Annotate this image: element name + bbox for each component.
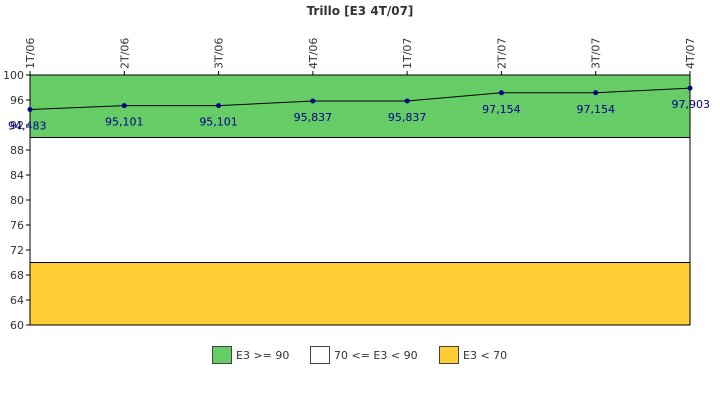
legend-label-mid: 70 <= E3 < 90 [334,348,418,362]
data-label-4: 95,837 [388,111,427,124]
x-tick-label-6: 3T/07 [590,38,603,69]
y-tick-label-84: 84 [10,169,24,182]
legend-item-high: E3 >= 90 [212,344,289,366]
x-tick-label-7: 4T/07 [684,38,697,69]
y-tick-label-76: 76 [10,219,24,232]
data-label-2: 95,101 [199,116,238,129]
y-tick-label-88: 88 [10,144,24,157]
legend-swatch-high [212,346,232,364]
legend-swatch-mid [310,346,330,364]
data-label-0: 94,483 [8,119,47,132]
x-tick-label-4: 1T/07 [401,38,414,69]
x-tick-label-3: 4T/06 [307,38,320,69]
data-label-6: 97,154 [576,103,615,116]
data-point-4 [404,98,410,104]
legend: E3 >= 90 70 <= E3 < 90 E3 < 70 [0,344,720,368]
y-tick-label-100: 100 [3,69,24,82]
legend-label-low: E3 < 70 [463,348,508,362]
legend-item-mid: 70 <= E3 < 90 [310,344,418,366]
data-point-5 [498,90,504,96]
y-tick-label-96: 96 [10,94,24,107]
x-tick-label-0: 1T/06 [24,38,37,69]
x-tick-label-2: 3T/06 [213,38,226,69]
data-point-0 [27,106,33,112]
data-point-6 [593,90,599,96]
y-tick-label-72: 72 [10,244,24,257]
legend-swatch-low [439,346,459,364]
x-tick-label-5: 2T/07 [495,38,508,69]
legend-label-high: E3 >= 90 [236,348,290,362]
x-tick-label-1: 2T/06 [118,38,131,69]
data-label-7: 97,903 [672,98,711,111]
data-point-2 [216,103,222,109]
y-tick-label-80: 80 [10,194,24,207]
data-label-3: 95,837 [294,111,333,124]
y-tick-label-64: 64 [10,294,24,307]
data-point-7 [687,85,693,91]
chart-title: Trillo [E3 4T/07] [306,4,414,18]
band-2 [29,262,691,326]
series-line-0 [29,87,691,110]
band-1 [29,137,691,263]
data-label-5: 97,154 [482,103,521,116]
data-point-1 [121,103,127,109]
data-label-1: 95,101 [105,116,144,129]
y-tick-label-60: 60 [10,319,24,332]
legend-item-low: E3 < 70 [439,344,507,366]
y-tick-label-92: 92 [10,119,24,132]
y-tick-label-68: 68 [10,269,24,282]
data-point-3 [310,98,316,104]
